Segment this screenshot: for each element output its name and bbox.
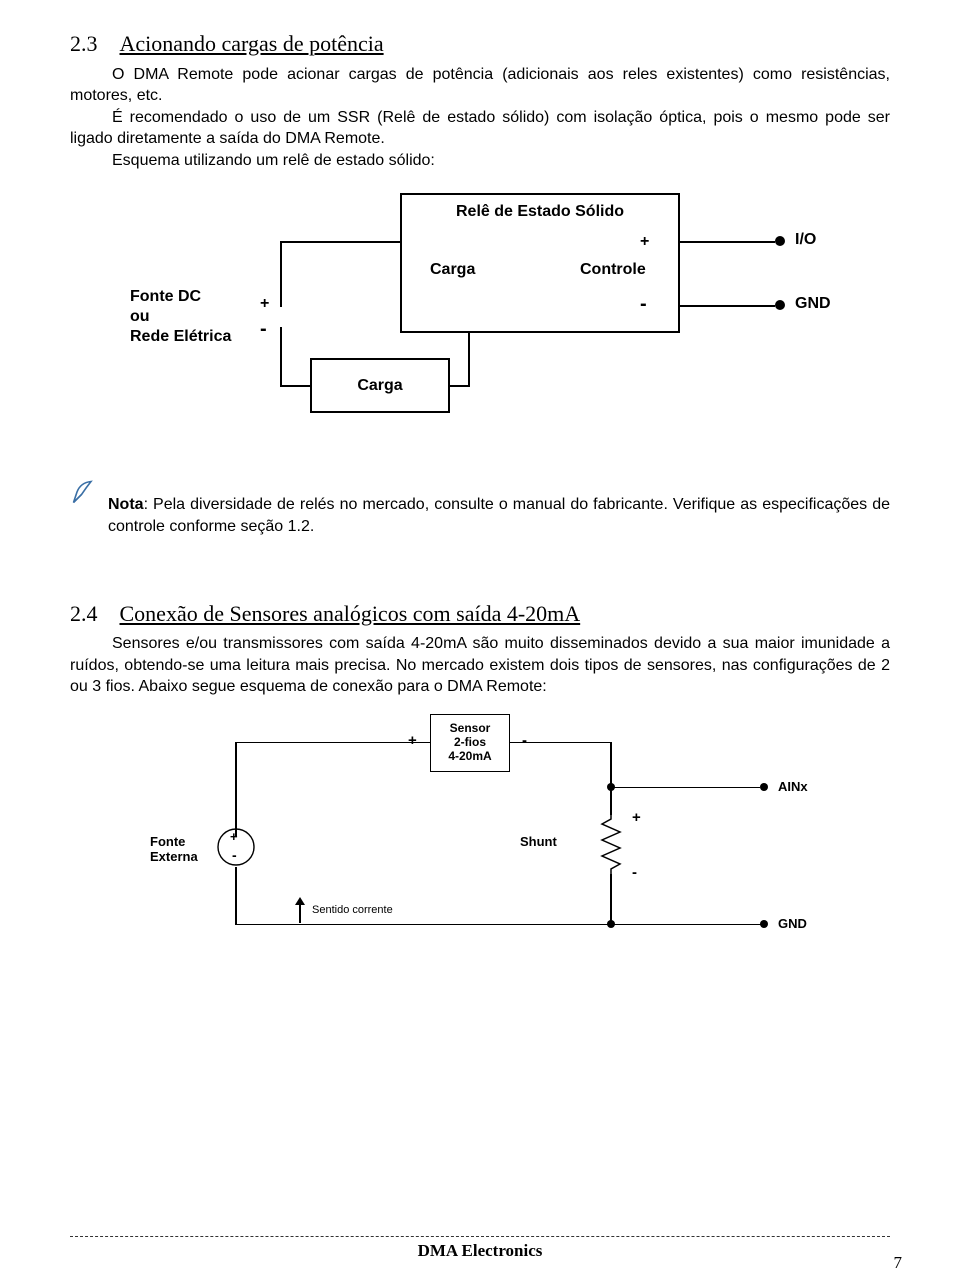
current-direction-label: Sentido corrente xyxy=(312,904,393,916)
wire-shunt-top xyxy=(610,787,612,815)
fonte-label-1: Fonte xyxy=(150,834,185,849)
fonte-label-3: Rede Elétrica xyxy=(130,328,231,346)
sensor-minus: - xyxy=(522,732,527,749)
wire-top-left-v xyxy=(235,742,237,837)
carga-box: Carga xyxy=(310,358,450,413)
section-2-3-para-3: Esquema utilizando um relê de estado sól… xyxy=(70,150,890,172)
sensor-l3: 4-20mA xyxy=(448,750,491,764)
section-2-4-para: Sensores e/ou transmissores com saída 4-… xyxy=(70,633,890,698)
wire-carga-up-h xyxy=(450,385,470,387)
page-number: 7 xyxy=(894,1253,903,1273)
wire-fonte-up-v xyxy=(280,241,282,307)
shunt-plus: + xyxy=(632,809,641,826)
wire-gnd xyxy=(680,305,775,307)
feather-pen-icon xyxy=(70,478,98,506)
schematic-ssr-diagram: Relê de Estado Sólido Carga Controle + -… xyxy=(130,193,830,453)
terminal-io-label: I/O xyxy=(795,231,816,249)
fonte-minus: - xyxy=(260,318,267,341)
wire-ainx xyxy=(610,787,760,789)
terminal-gnd-label: GND xyxy=(778,916,807,931)
section-2-4-heading: 2.4 Conexão de Sensores analógicos com sa… xyxy=(70,600,890,628)
schematic-4-20ma-diagram: Sensor 2-fios 4-20mA + - AINx Shunt + - … xyxy=(130,714,830,974)
section-2-3-number: 2.3 xyxy=(70,31,98,56)
fonte-label-2: ou xyxy=(130,308,150,326)
relay-box-label: Relê de Estado Sólido xyxy=(456,203,624,221)
terminal-ainx-label: AINx xyxy=(778,779,808,794)
arrow-stem xyxy=(299,905,301,923)
terminal-io-dot xyxy=(775,236,785,246)
wire-fonte-dn-v xyxy=(280,327,282,385)
page-container: 2.3 Acionando cargas de potência O DMA Re… xyxy=(0,0,960,1285)
section-2-3-heading: 2.3 Acionando cargas de potência xyxy=(70,30,890,58)
terminal-gnd-dot xyxy=(775,300,785,310)
wire-top-right xyxy=(510,742,610,744)
note-rest: : Pela diversidade de relés no mercado, … xyxy=(108,496,890,535)
wire-bottom-v xyxy=(235,867,237,924)
section-2-4-title: Conexão de Sensores analógicos com saída… xyxy=(120,601,581,626)
note-strong: Nota xyxy=(108,496,144,513)
note-text: Nota: Pela diversidade de relés no merca… xyxy=(108,494,890,537)
fonte-plus: + xyxy=(260,295,269,313)
terminal-ainx-dot xyxy=(760,783,768,791)
relay-minus: - xyxy=(640,293,647,316)
wire-top-left xyxy=(235,742,430,744)
shunt-minus: - xyxy=(632,864,637,881)
fonte-minus: - xyxy=(232,847,237,863)
section-2-3-para-2: É recomendado o uso de um SSR (Relê de e… xyxy=(70,107,890,150)
fonte-label-1: Fonte DC xyxy=(130,288,201,306)
wire-io xyxy=(680,241,775,243)
carga-box-label: Carga xyxy=(357,377,402,395)
node-gnd-junction xyxy=(607,920,615,928)
terminal-gnd-dot xyxy=(760,920,768,928)
section-2-4-number: 2.4 xyxy=(70,601,98,626)
sensor-l2: 2-fios xyxy=(454,736,486,750)
relay-carga-label: Carga xyxy=(430,261,475,279)
sensor-box: Sensor 2-fios 4-20mA xyxy=(430,714,510,772)
fonte-plus: + xyxy=(230,829,238,844)
wire-fonte-dn-h xyxy=(280,385,310,387)
current-direction-arrow-icon xyxy=(295,897,305,905)
relay-controle-label: Controle xyxy=(580,261,646,279)
wire-fonte-up-h xyxy=(280,241,400,243)
terminal-gnd-label: GND xyxy=(795,295,831,313)
sensor-plus: + xyxy=(408,732,417,749)
shunt-resistor-icon xyxy=(600,814,622,874)
fonte-label-2: Externa xyxy=(150,849,198,864)
section-2-3-title: Acionando cargas de potência xyxy=(120,31,384,56)
section-2-3-para-1: O DMA Remote pode acionar cargas de potê… xyxy=(70,64,890,107)
footer-separator xyxy=(70,1236,890,1237)
wire-carga-up-v xyxy=(468,333,470,387)
footer-brand: DMA Electronics xyxy=(0,1241,960,1261)
shunt-label: Shunt xyxy=(520,834,557,849)
wire-top-right-v xyxy=(610,742,612,787)
note-block: Nota: Pela diversidade de relés no merca… xyxy=(70,478,890,553)
wire-bottom-h xyxy=(235,924,762,926)
wire-shunt-bot xyxy=(610,874,612,924)
relay-plus: + xyxy=(640,233,649,251)
sensor-l1: Sensor xyxy=(450,722,491,736)
